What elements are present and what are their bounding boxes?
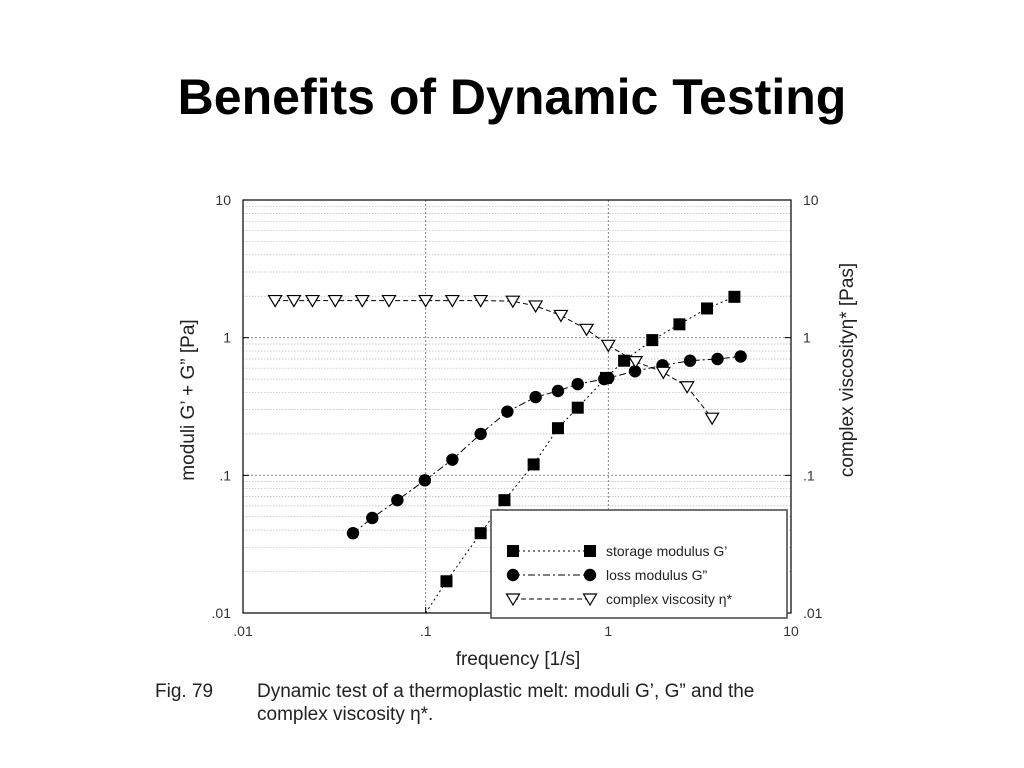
series-circle xyxy=(346,350,747,540)
legend-label: loss modulus G” xyxy=(606,567,707,583)
series-line xyxy=(275,300,713,419)
y2-tick-label: 10 xyxy=(803,192,819,208)
data-point xyxy=(444,294,460,308)
x-axis-label: frequency [1/s] xyxy=(456,649,581,670)
data-point xyxy=(418,474,432,487)
data-point xyxy=(579,323,595,337)
data-point xyxy=(711,352,724,366)
legend-box xyxy=(490,509,788,619)
data-point xyxy=(498,494,511,507)
data-point xyxy=(304,294,321,308)
axis-ticks: .01.1 1 10.01.01.1.11 110 10 xyxy=(212,192,823,639)
legend-marker xyxy=(584,545,596,557)
data-point xyxy=(527,458,540,471)
data-point xyxy=(655,366,671,380)
data-point xyxy=(679,381,695,394)
x-tick-label: 10 xyxy=(783,623,799,639)
data-point xyxy=(551,384,565,398)
data-point xyxy=(551,422,564,435)
legend-marker xyxy=(506,568,520,582)
data-point xyxy=(505,295,521,309)
data-point xyxy=(734,350,747,363)
data-point xyxy=(646,334,659,347)
data-point xyxy=(553,309,569,323)
slide-title: Benefits of Dynamic Testing xyxy=(177,69,847,125)
data-point xyxy=(673,318,686,331)
data-point xyxy=(381,294,397,308)
data-point xyxy=(529,390,542,404)
y-axis-label: moduli G’ + G” [Pa] xyxy=(178,319,199,480)
y2-axis-label: complex viscosityη* [Pas] xyxy=(837,263,858,477)
frequency-sweep-chart: .01.1 1 10.01.01.1.11 110 10 storage modulus… xyxy=(178,192,858,670)
y-tick-label: .1 xyxy=(219,467,231,483)
data-point xyxy=(286,294,302,308)
data-point xyxy=(571,377,584,391)
figure-number: Fig. 79 xyxy=(155,681,214,702)
data-point xyxy=(473,294,489,308)
legend: storage modulus G’ loss modulus G” complex… xyxy=(490,509,788,619)
data-point xyxy=(571,401,584,414)
legend-marker xyxy=(505,593,521,607)
data-point xyxy=(267,294,283,308)
legend-marker xyxy=(582,593,598,607)
data-point xyxy=(628,365,642,378)
data-point xyxy=(704,412,720,426)
legend-marker xyxy=(507,545,519,557)
y2-tick-label: 1 xyxy=(803,330,811,346)
data-point xyxy=(728,290,741,303)
data-point xyxy=(528,300,544,314)
legend-label: storage modulus G’ xyxy=(606,543,727,559)
series-square xyxy=(425,290,741,614)
y2-tick-label: .1 xyxy=(803,467,815,483)
data-point xyxy=(474,427,487,441)
y2-tick-label: .01 xyxy=(803,605,823,621)
legend-marker xyxy=(583,568,597,582)
x-tick-label: .1 xyxy=(420,623,432,639)
y-tick-label: .01 xyxy=(212,605,232,621)
data-point xyxy=(446,453,459,466)
chart-grid xyxy=(243,200,791,613)
data-point xyxy=(683,354,697,367)
data-point xyxy=(354,294,370,308)
data-point xyxy=(628,356,644,369)
series-triangle-down-open xyxy=(267,294,720,426)
series-layer xyxy=(267,290,747,614)
data-point xyxy=(391,493,404,507)
data-point xyxy=(440,575,453,588)
data-point xyxy=(600,339,616,353)
caption-line-1: Dynamic test of a thermoplastic melt: mo… xyxy=(257,681,755,702)
data-point xyxy=(474,527,487,540)
y-tick-label: 10 xyxy=(215,192,231,208)
data-point xyxy=(346,526,360,540)
x-tick-label: .01 xyxy=(233,623,253,639)
data-point xyxy=(501,405,514,418)
data-point xyxy=(327,294,343,308)
y-tick-label: 1 xyxy=(223,330,231,346)
figure-caption-text: Dynamic test of a thermoplastic melt: mo… xyxy=(257,680,907,726)
x-tick-label: 1 xyxy=(604,623,612,639)
data-point xyxy=(618,354,631,367)
data-point xyxy=(418,294,434,308)
legend-label: complex viscosity η* xyxy=(606,591,733,607)
caption-line-2: complex viscosity η*. xyxy=(257,704,434,725)
data-point xyxy=(366,511,379,525)
data-point xyxy=(701,302,714,315)
data-point xyxy=(602,371,615,385)
